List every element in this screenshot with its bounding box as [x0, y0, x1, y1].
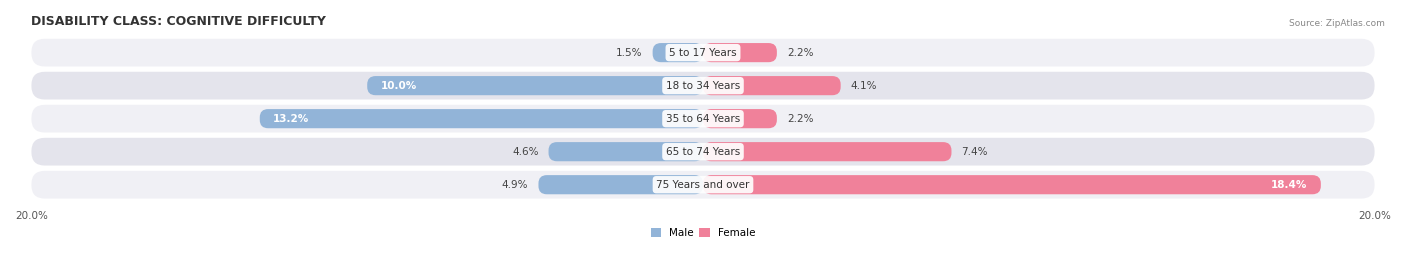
FancyBboxPatch shape — [538, 175, 703, 194]
Text: 65 to 74 Years: 65 to 74 Years — [666, 147, 740, 157]
Text: 4.6%: 4.6% — [512, 147, 538, 157]
Legend: Male, Female: Male, Female — [647, 224, 759, 242]
FancyBboxPatch shape — [31, 72, 1375, 100]
Text: 1.5%: 1.5% — [616, 48, 643, 58]
Text: Source: ZipAtlas.com: Source: ZipAtlas.com — [1289, 19, 1385, 28]
Text: 18.4%: 18.4% — [1271, 180, 1308, 190]
Text: 2.2%: 2.2% — [787, 114, 814, 124]
FancyBboxPatch shape — [367, 76, 703, 95]
FancyBboxPatch shape — [703, 175, 1320, 194]
FancyBboxPatch shape — [31, 105, 1375, 133]
Text: 10.0%: 10.0% — [381, 81, 418, 91]
FancyBboxPatch shape — [652, 43, 703, 62]
FancyBboxPatch shape — [31, 138, 1375, 165]
FancyBboxPatch shape — [548, 142, 703, 161]
Text: 2.2%: 2.2% — [787, 48, 814, 58]
FancyBboxPatch shape — [31, 171, 1375, 199]
Text: 5 to 17 Years: 5 to 17 Years — [669, 48, 737, 58]
FancyBboxPatch shape — [260, 109, 703, 128]
FancyBboxPatch shape — [703, 109, 778, 128]
FancyBboxPatch shape — [703, 76, 841, 95]
Text: 35 to 64 Years: 35 to 64 Years — [666, 114, 740, 124]
Text: 4.1%: 4.1% — [851, 81, 877, 91]
Text: DISABILITY CLASS: COGNITIVE DIFFICULTY: DISABILITY CLASS: COGNITIVE DIFFICULTY — [31, 15, 326, 28]
FancyBboxPatch shape — [703, 43, 778, 62]
Text: 13.2%: 13.2% — [273, 114, 309, 124]
Text: 7.4%: 7.4% — [962, 147, 988, 157]
FancyBboxPatch shape — [703, 142, 952, 161]
Text: 4.9%: 4.9% — [502, 180, 529, 190]
FancyBboxPatch shape — [31, 39, 1375, 66]
Text: 18 to 34 Years: 18 to 34 Years — [666, 81, 740, 91]
Text: 75 Years and over: 75 Years and over — [657, 180, 749, 190]
